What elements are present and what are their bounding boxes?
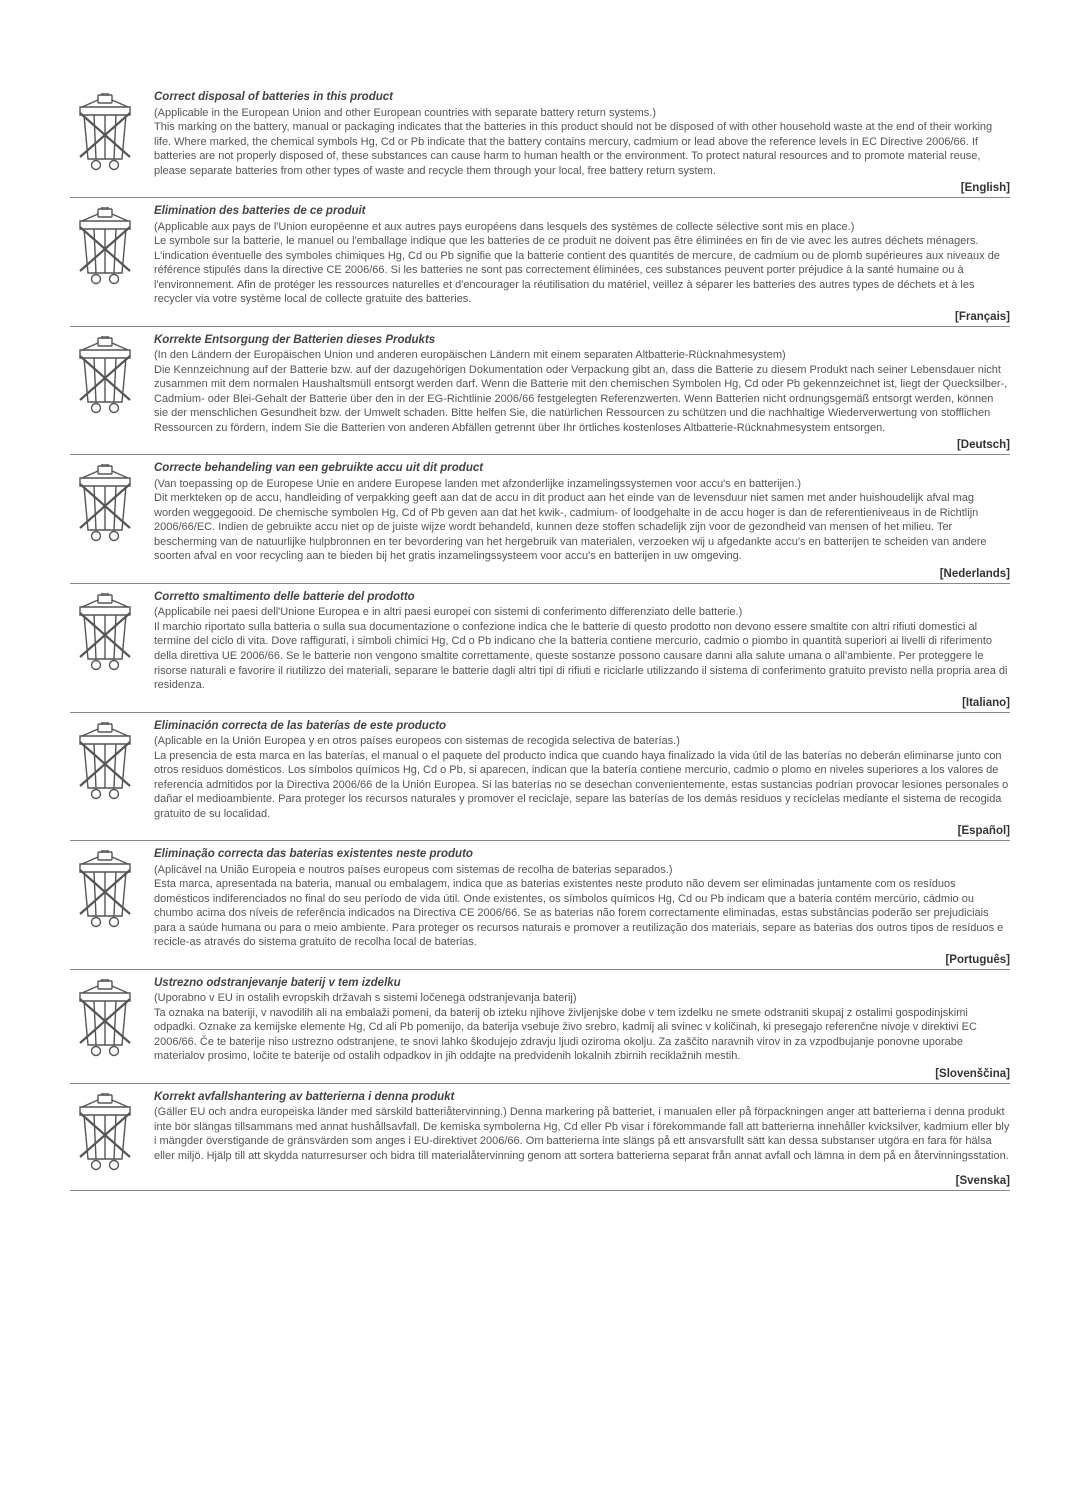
- disposal-section: Eliminação correcta das baterias existen…: [70, 847, 1010, 950]
- language-label: [Español]: [70, 823, 1010, 840]
- section-text: Correct disposal of batteries in this pr…: [154, 90, 1010, 178]
- section-divider: [70, 969, 1010, 970]
- section-body: (Aplicável na União Europeia e noutros p…: [154, 863, 1010, 950]
- section-divider: [70, 583, 1010, 584]
- section-title: Eliminação correcta das baterias existen…: [154, 847, 1010, 863]
- section-title: Correct disposal of batteries in this pr…: [154, 90, 1010, 106]
- section-body: (Aplicable en la Unión Europea y en otro…: [154, 734, 1010, 821]
- section-divider: [70, 712, 1010, 713]
- section-text: Ustrezno odstranjevanje baterij v tem iz…: [154, 976, 1010, 1064]
- section-body: (Applicable aux pays de l'Union européen…: [154, 220, 1010, 307]
- section-body: (Applicable in the European Union and ot…: [154, 106, 1010, 179]
- section-divider: [70, 1190, 1010, 1191]
- language-label: [Français]: [70, 309, 1010, 326]
- battery-bin-icon: [70, 90, 140, 171]
- section-title: Corretto smaltimento delle batterie del …: [154, 590, 1010, 606]
- battery-bin-icon: [70, 590, 140, 671]
- section-divider: [70, 197, 1010, 198]
- section-text: Korrekt avfallshantering av batterierna …: [154, 1090, 1010, 1164]
- language-label: [Slovenščina]: [70, 1066, 1010, 1083]
- language-label: [English]: [70, 180, 1010, 197]
- section-title: Elimination des batteries de ce produit: [154, 204, 1010, 220]
- section-title: Ustrezno odstranjevanje baterij v tem iz…: [154, 976, 1010, 992]
- section-text: Eliminação correcta das baterias existen…: [154, 847, 1010, 950]
- section-divider: [70, 840, 1010, 841]
- disposal-section: Korrekt avfallshantering av batterierna …: [70, 1090, 1010, 1171]
- section-divider: [70, 326, 1010, 327]
- section-title: Korrekte Entsorgung der Batterien dieses…: [154, 333, 1010, 349]
- language-label: [Svenska]: [70, 1173, 1010, 1190]
- disposal-section: Korrekte Entsorgung der Batterien dieses…: [70, 333, 1010, 436]
- language-label: [Português]: [70, 952, 1010, 969]
- section-text: Correcte behandeling van een gebruikte a…: [154, 461, 1010, 564]
- section-divider: [70, 454, 1010, 455]
- section-body: (Van toepassing op de Europese Unie en a…: [154, 477, 1010, 564]
- language-label: [Deutsch]: [70, 437, 1010, 454]
- battery-bin-icon: [70, 719, 140, 800]
- section-body: (In den Ländern der Europäischen Union u…: [154, 348, 1010, 435]
- disposal-section: Correcte behandeling van een gebruikte a…: [70, 461, 1010, 564]
- language-label: [Nederlands]: [70, 566, 1010, 583]
- document-body: Correct disposal of batteries in this pr…: [70, 90, 1010, 1191]
- battery-bin-icon: [70, 461, 140, 542]
- section-divider: [70, 1083, 1010, 1084]
- language-label: [Italiano]: [70, 695, 1010, 712]
- disposal-section: Elimination des batteries de ce produit …: [70, 204, 1010, 307]
- section-text: Eliminación correcta de las baterías de …: [154, 719, 1010, 822]
- battery-bin-icon: [70, 204, 140, 285]
- battery-bin-icon: [70, 847, 140, 928]
- section-body: (Gäller EU och andra europeiska länder m…: [154, 1105, 1010, 1163]
- battery-bin-icon: [70, 1090, 140, 1171]
- section-title: Correcte behandeling van een gebruikte a…: [154, 461, 1010, 477]
- disposal-section: Corretto smaltimento delle batterie del …: [70, 590, 1010, 693]
- section-title: Korrekt avfallshantering av batterierna …: [154, 1090, 1010, 1106]
- section-body: (Uporabno v EU in ostalih evropskih drža…: [154, 991, 1010, 1064]
- section-text: Corretto smaltimento delle batterie del …: [154, 590, 1010, 693]
- battery-bin-icon: [70, 976, 140, 1057]
- section-text: Korrekte Entsorgung der Batterien dieses…: [154, 333, 1010, 436]
- battery-bin-icon: [70, 333, 140, 414]
- disposal-section: Correct disposal of batteries in this pr…: [70, 90, 1010, 178]
- section-title: Eliminación correcta de las baterías de …: [154, 719, 1010, 735]
- disposal-section: Eliminación correcta de las baterías de …: [70, 719, 1010, 822]
- section-body: (Applicabile nei paesi dell'Unione Europ…: [154, 605, 1010, 692]
- disposal-section: Ustrezno odstranjevanje baterij v tem iz…: [70, 976, 1010, 1064]
- section-text: Elimination des batteries de ce produit …: [154, 204, 1010, 307]
